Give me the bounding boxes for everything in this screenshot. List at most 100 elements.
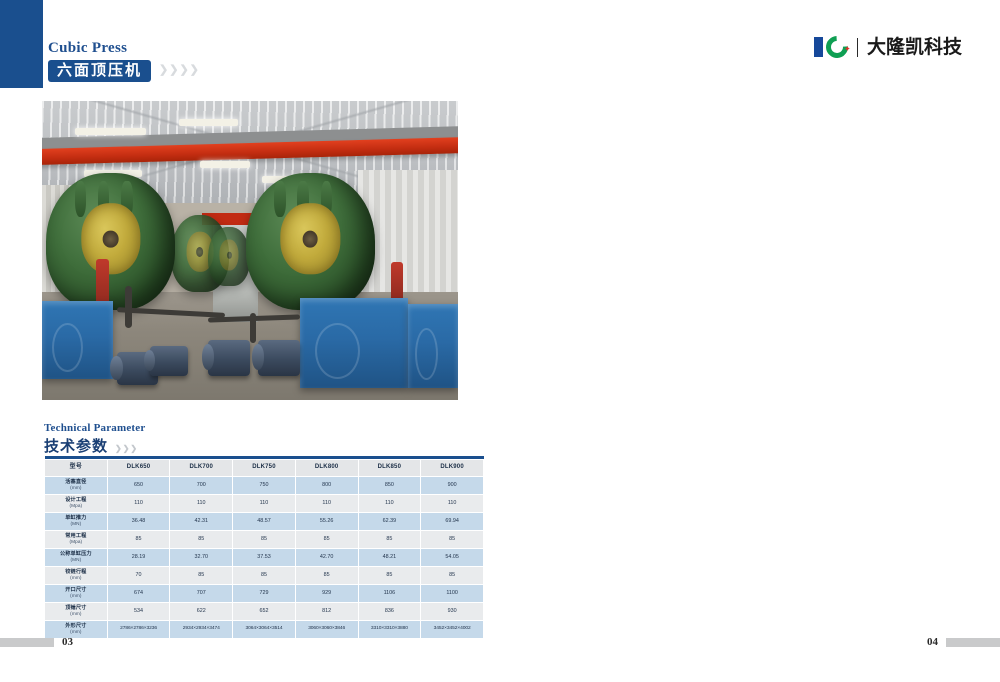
- spec-cell: 85: [294, 529, 359, 549]
- spec-cell: 37.53: [232, 547, 296, 567]
- page-number-right: 04: [927, 636, 938, 648]
- spec-row-label: 公称单缸压力 (MN): [44, 547, 108, 567]
- spec-cell: 707: [169, 583, 234, 603]
- table-row: 开口尺寸 (mm) 674 707 729 929 1106 1100: [44, 583, 484, 603]
- spec-cell: 48.21: [357, 547, 422, 567]
- param-section-heading: Technical Parameter 技术参数 ❯ ❯ ❯: [44, 422, 145, 456]
- spec-cell: 85: [420, 565, 484, 585]
- spec-cell: 110: [106, 493, 171, 513]
- left-page: Cubic Press 六面顶压机 ❯ ❯ ❯ ❯: [0, 0, 500, 682]
- spec-cell: 85: [357, 565, 422, 585]
- spec-cell: 85: [106, 529, 171, 549]
- spec-cell: 85: [420, 529, 484, 549]
- star-icon: ✦: [843, 44, 851, 54]
- spec-cell: 650: [106, 475, 171, 495]
- company-logo: ✦ 大隆凯科技: [813, 31, 962, 63]
- spec-cell: 850: [357, 475, 422, 495]
- spec-header-cell: DLK800: [294, 458, 359, 477]
- table-row: 活塞直径 (mm) 650 700 750 800 850 900: [44, 475, 484, 495]
- spec-table-header-row: 型号 DLK650 DLK700 DLK750 DLK800 DLK850 DL…: [44, 458, 484, 477]
- spec-cell: 55.26: [294, 511, 359, 531]
- page-title-cn-row: 六面顶压机 ❯ ❯ ❯ ❯: [48, 59, 348, 82]
- table-row: 外形尺寸 (mm) 2786×2786×3236 2934×2934×3474 3064…: [44, 619, 484, 639]
- spec-header-cell: DLK650: [106, 458, 171, 477]
- spec-cell: 85: [232, 565, 296, 585]
- spec-cell: 3064×3064×3514: [232, 619, 296, 639]
- spec-table-head: 型号 DLK650 DLK700 DLK750 DLK800 DLK850 DL…: [44, 456, 484, 477]
- spec-cell: 42.70: [294, 547, 359, 567]
- spec-cell: 62.39: [357, 511, 422, 531]
- table-row: 设计工程 (Mpa) 110 110 110 110 110 110: [44, 493, 484, 513]
- spec-cell: 54.05: [420, 547, 484, 567]
- table-row: 公称单缸压力 (MN) 28.19 32.70 37.53 42.70 48.21 54.05: [44, 547, 484, 567]
- page-number-left: 03: [62, 636, 73, 648]
- spec-cell: 930: [420, 601, 484, 621]
- spec-header-cell: DLK850: [357, 458, 422, 477]
- spec-header-cell: DLK700: [169, 458, 234, 477]
- spec-cell: 69.94: [420, 511, 484, 531]
- spec-row-label: 外形尺寸 (mm): [44, 619, 108, 639]
- spec-row-label: 开口尺寸 (mm): [44, 583, 108, 603]
- spec-cell: 48.57: [232, 511, 296, 531]
- table-row: 单缸推力 (MN) 36.48 42.31 48.57 55.26 62.39 69.94: [44, 511, 484, 531]
- spec-cell: 85: [294, 565, 359, 585]
- right-page: ✦ 大隆凯科技 Technical Characteristics 技术特点 ❯…: [500, 0, 1000, 682]
- table-row: 铰链行程 (mm) 70 85 85 85 85 85: [44, 565, 484, 585]
- footer-bar: [0, 637, 54, 647]
- page-title-block: Cubic Press 六面顶压机 ❯ ❯ ❯ ❯: [48, 40, 348, 82]
- spec-row-label: 设计工程 (Mpa): [44, 493, 108, 513]
- param-title-cn: 技术参数: [44, 438, 109, 455]
- spec-cell: 32.70: [169, 547, 234, 567]
- page-title-en: Cubic Press: [48, 40, 128, 56]
- logo-text: 大隆凯科技: [866, 36, 962, 58]
- table-row: 顶锤尺寸 (mm) 534 622 652 812 836 930: [44, 601, 484, 621]
- footer-bar: [946, 637, 1000, 647]
- spec-header-cell: DLK900: [420, 458, 484, 477]
- chevron-decoration-icon: ❯ ❯ ❯: [115, 444, 138, 453]
- spec-cell: 3310×3310×3880: [357, 619, 422, 639]
- spec-cell: 812: [294, 601, 359, 621]
- spec-cell: 85: [357, 529, 422, 549]
- footer-right: 04: [927, 636, 1000, 648]
- spec-row-label: 活塞直径 (mm): [44, 475, 108, 495]
- footer-left: 03: [0, 636, 73, 648]
- spec-row-label: 常用工程 (Mpa): [44, 529, 108, 549]
- spec-cell: 3452×3452×4002: [420, 619, 484, 639]
- spec-cell: 1100: [420, 583, 484, 603]
- spec-cell: 929: [294, 583, 359, 603]
- spec-cell: 2934×2934×3474: [169, 619, 234, 639]
- spec-cell: 70: [106, 565, 171, 585]
- spec-cell: 110: [420, 493, 484, 513]
- spec-table: 型号 DLK650 DLK700 DLK750 DLK800 DLK850 DL…: [44, 456, 484, 639]
- spec-header-cell: 型号: [44, 458, 108, 477]
- logo-divider: [856, 37, 858, 57]
- spec-table-body: 活塞直径 (mm) 650 700 750 800 850 900 设计工程 (Mpa) 110 11…: [44, 475, 484, 639]
- table-row: 常用工程 (Mpa) 85 85 85 85 85 85: [44, 529, 484, 549]
- spec-cell: 42.31: [169, 511, 234, 531]
- spec-cell: 674: [106, 583, 171, 603]
- spec-cell: 534: [106, 601, 171, 621]
- dalongkai-logo-icon: ✦: [813, 31, 853, 63]
- corner-accent-bar: [0, 0, 43, 88]
- spec-cell: 110: [232, 493, 296, 513]
- page-title-cn: 六面顶压机: [48, 59, 152, 82]
- spec-cell: 1106: [357, 583, 422, 603]
- spec-cell: 652: [232, 601, 296, 621]
- spec-cell: 28.19: [106, 547, 171, 567]
- spec-cell: 85: [169, 565, 234, 585]
- spec-cell: 750: [232, 475, 296, 495]
- spec-cell: 2786×2786×3236: [106, 619, 171, 639]
- spec-cell: 700: [169, 475, 234, 495]
- spec-cell: 85: [169, 529, 234, 549]
- spec-cell: 622: [169, 601, 234, 621]
- spec-row-label: 铰链行程 (mm): [44, 565, 108, 585]
- spec-cell: 85: [232, 529, 296, 549]
- spec-cell: 836: [357, 601, 422, 621]
- spec-row-label: 单缸推力 (MN): [44, 511, 108, 531]
- param-title-en: Technical Parameter: [44, 422, 146, 434]
- spec-cell: 110: [294, 493, 359, 513]
- spec-header-cell: DLK750: [232, 458, 296, 477]
- factory-photo: [42, 101, 458, 400]
- spec-cell: 900: [420, 475, 484, 495]
